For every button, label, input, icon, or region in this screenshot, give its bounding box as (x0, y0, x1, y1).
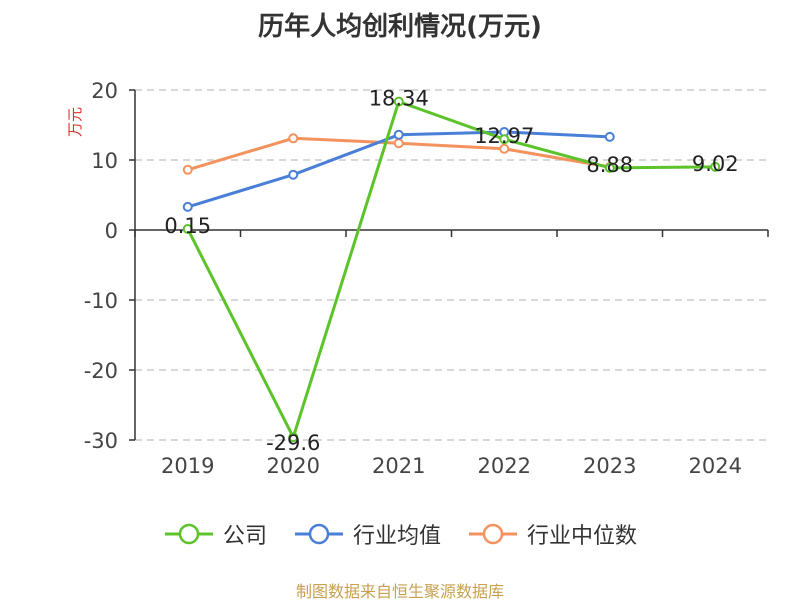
point-公司-2019 (182, 223, 193, 234)
x-tick-label-2020: 2020 (267, 454, 320, 478)
x-tick-label-2022: 2022 (478, 454, 531, 478)
point-公司-2023 (604, 162, 615, 173)
point-行业均值-2023 (604, 131, 615, 142)
y-axis-label: 万元 (66, 107, 84, 137)
legend: 公司 行业均值 行业中位数 (0, 518, 800, 550)
point-公司-2022 (499, 134, 510, 145)
point-行业中位数-2022 (499, 143, 510, 154)
legend-item-行业均值[interactable]: 行业均值 (293, 518, 441, 550)
y-tick-label-20: 20 (91, 79, 118, 103)
axes: 20 10 0 -10 -20 -30 2019 2020 2021 2022 2023 2024 (84, 79, 769, 478)
point-公司-2020 (288, 432, 299, 443)
chart-title: 历年人均创利情况(万元) (258, 12, 542, 42)
x-tick-label-2024: 2024 (689, 454, 742, 478)
series-line-公司 (186, 100, 716, 439)
x-tick-label-2023: 2023 (583, 454, 636, 478)
legend-marker-icon (469, 523, 517, 545)
point-行业中位数-2021 (393, 138, 404, 149)
point-行业中位数-2020 (288, 133, 299, 144)
legend-label: 行业均值 (352, 524, 441, 549)
point-行业中位数-2019 (182, 164, 193, 175)
x-tick-label-2021: 2021 (372, 454, 425, 478)
y-tick-label--30: -30 (84, 429, 118, 453)
y-tick-label-10: 10 (91, 149, 118, 173)
data-label-2022: 12.97 (474, 124, 534, 148)
source-note: 制图数据来自恒生聚源数据库 (295, 582, 504, 601)
x-tick-label-2019: 2019 (161, 454, 214, 478)
legend-item-公司[interactable]: 公司 (163, 518, 267, 550)
data-label-2021: 18.34 (369, 87, 429, 111)
y-tick-label-0: 0 (105, 219, 118, 243)
point-行业均值-2021 (393, 129, 404, 140)
legend-label: 行业中位数 (527, 524, 638, 549)
point-公司-2024 (710, 161, 721, 172)
legend-label: 公司 (222, 524, 267, 549)
point-行业均值-2019 (182, 201, 193, 212)
legend-marker-icon (164, 523, 213, 545)
point-行业均值-2020 (288, 169, 299, 180)
data-label-2020: -29.6 (266, 431, 320, 455)
line-chart: 20 10 0 -10 -20 -30 2019 2020 2021 2022 2023 2024 万… (66, 79, 769, 478)
series-layer (182, 96, 721, 443)
data-label-2019: 0.15 (164, 214, 211, 238)
data-label-2023: 8.88 (586, 153, 633, 177)
legend-item-行业中位数[interactable]: 行业中位数 (467, 518, 637, 550)
data-labels: 0.15 -29.6 18.34 12.97 8.88 9.02 (164, 87, 738, 456)
grid-lines (135, 89, 768, 441)
point-公司-2021 (393, 96, 404, 107)
y-tick-label--20: -20 (84, 359, 118, 383)
data-label-2024: 9.02 (692, 152, 739, 176)
legend-marker-icon (294, 523, 343, 545)
y-tick-label--10: -10 (84, 289, 118, 313)
